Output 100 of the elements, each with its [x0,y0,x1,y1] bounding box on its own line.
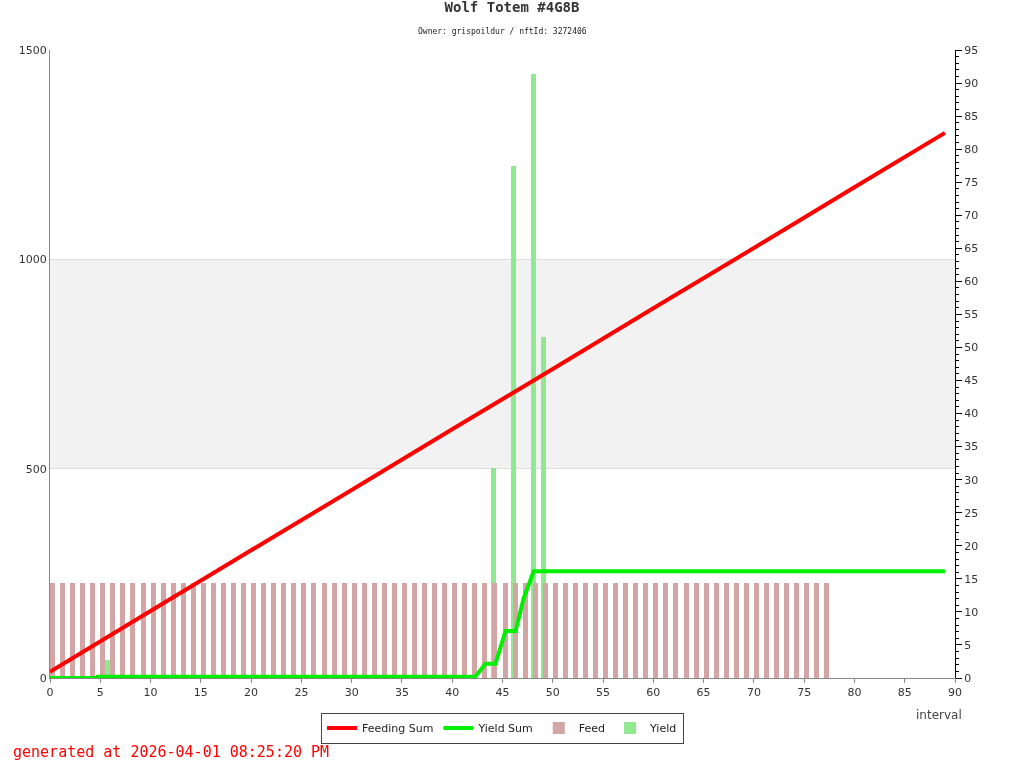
bar [603,583,608,678]
bar [814,583,819,678]
bar [543,583,548,678]
y2-tick-label: 85 [964,109,979,123]
text: generated at 2026-04-01 08:25:20 PM [13,743,330,761]
bar [563,583,568,678]
y2-tick-label: 70 [964,209,979,223]
bar [422,583,427,678]
bar [211,583,216,678]
bar [824,583,829,678]
bar [181,583,186,678]
x-tick-label: 50 [545,686,560,700]
bar [120,583,125,678]
chart-subtitle: Owner: grispoildur / nftId: 3272406 [418,27,587,36]
legend-label: Yield Sum [477,722,533,736]
bar [372,583,377,678]
x-tick-label: 40 [445,686,460,700]
bar [804,583,809,678]
bar [110,583,115,678]
x-tick-label: 10 [143,686,158,700]
bar [311,583,316,678]
x-tick-label: 70 [746,686,761,700]
bar [241,583,246,678]
y2-tick-label: 60 [964,275,979,289]
bar [362,583,367,678]
bar [724,583,729,678]
x-tick-label: 30 [344,686,359,700]
bar [573,583,578,678]
y2-tick-label: 65 [964,242,979,256]
bar [221,583,226,678]
bar [472,583,477,678]
bar [452,583,457,678]
bar [201,583,206,678]
y2-tick-label: 50 [964,341,979,355]
line-series [50,569,947,678]
bar [332,583,337,678]
bar [553,583,558,678]
line-series [50,130,947,674]
bar [271,583,276,678]
y-tick-label: 1000 [18,253,47,267]
y2-tick-label: 15 [964,572,979,586]
bar [462,583,467,678]
bar [281,583,286,678]
bar [583,583,588,678]
x-tick-label: 65 [696,686,711,700]
x-tick-label: 80 [847,686,862,700]
bar [291,583,296,678]
x-tick-label: 5 [96,686,104,700]
x-tick-label: 25 [294,686,309,700]
legend-label: Feeding Sum [362,722,434,736]
y2-tick-label: 10 [964,605,979,619]
y2-tick-label: 90 [964,76,979,90]
bar [251,583,256,678]
y2-tick-label: 0 [964,671,972,685]
bar [734,583,739,678]
chart-title: Wolf Totem #4G8B [444,0,580,16]
bar [382,583,387,678]
bar [342,583,347,678]
bar [50,583,55,678]
bar [663,583,668,678]
bar [482,583,487,678]
y2-tick-label: 5 [964,638,972,652]
y2-tick-label: 30 [964,473,979,487]
bar [322,583,327,678]
y-tick-label: 500 [25,462,47,476]
bar [533,583,538,678]
bar [764,583,769,678]
x-tick-label: 90 [948,686,962,700]
y2-tick-label: 40 [964,407,979,421]
bar [704,583,709,678]
bar [80,583,85,678]
y-tick-label: 0 [39,671,47,685]
y2-tick-label: 20 [964,539,979,553]
x-axis-title: interval [916,708,962,722]
y2-tick-label: 25 [964,506,979,520]
bar [613,583,618,678]
bar [623,583,628,678]
x-tick-label: 55 [596,686,611,700]
bar [100,583,105,678]
bar [70,583,75,678]
y2-tick-label: 80 [964,143,979,157]
bar [90,583,95,678]
y2-tick-label: 55 [964,308,979,322]
bar [653,583,658,678]
bar [593,583,598,678]
bar [60,583,65,678]
bar [402,583,407,678]
bar [191,583,196,678]
bar [774,583,779,678]
legend-label: Yield [649,722,677,736]
x-tick-label: 60 [646,686,661,700]
bar [352,583,357,678]
bar [794,583,799,678]
bar [673,583,678,678]
y-tick-label: 1500 [18,43,47,57]
bar [151,583,156,678]
bar [130,583,135,678]
x-tick-label: 45 [495,686,510,700]
bar [442,583,447,678]
bar [392,583,397,678]
